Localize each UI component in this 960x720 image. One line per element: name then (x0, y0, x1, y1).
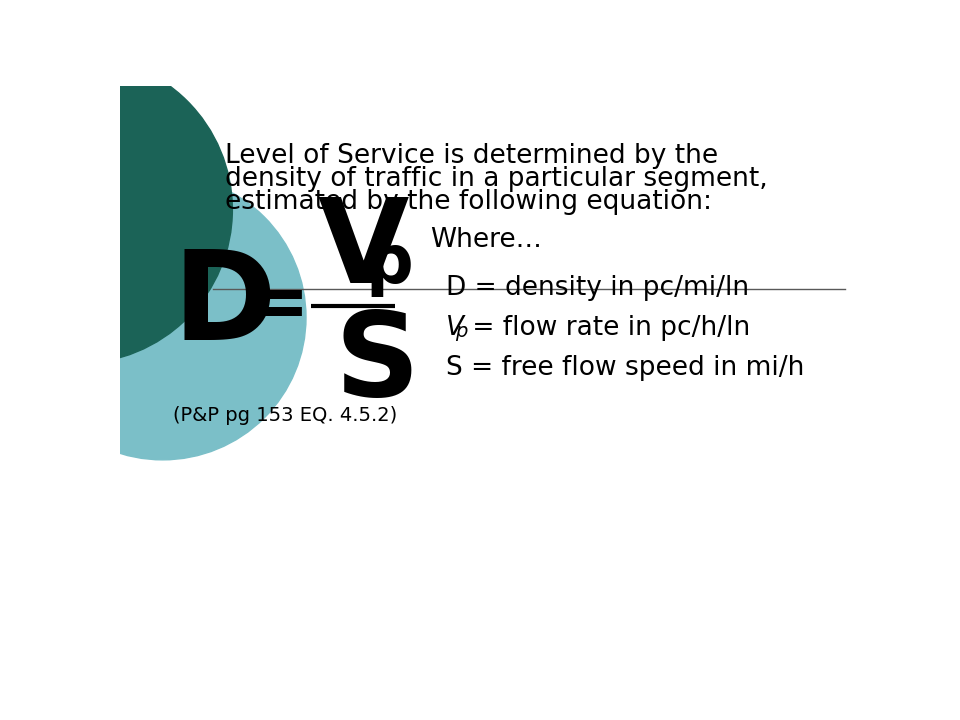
Text: estimated by the following equation:: estimated by the following equation: (225, 189, 711, 215)
Text: = flow rate in pc/h/ln: = flow rate in pc/h/ln (464, 315, 751, 341)
Circle shape (0, 55, 232, 364)
Circle shape (19, 175, 306, 460)
Text: S: S (335, 306, 420, 421)
Text: (P&P pg 153 EQ. 4.5.2): (P&P pg 153 EQ. 4.5.2) (173, 407, 396, 426)
Text: p: p (366, 231, 414, 297)
Text: p: p (455, 322, 468, 341)
Text: V: V (318, 193, 409, 308)
Text: Where…: Where… (430, 228, 541, 253)
Text: Level of Service is determined by the: Level of Service is determined by the (225, 143, 718, 168)
Text: =: = (247, 269, 310, 343)
Text: D = density in pc/mi/ln: D = density in pc/mi/ln (445, 275, 749, 301)
Text: V: V (445, 315, 464, 341)
Text: S = free flow speed in mi/h: S = free flow speed in mi/h (445, 355, 804, 381)
Text: density of traffic in a particular segment,: density of traffic in a particular segme… (225, 166, 767, 192)
Text: D: D (173, 246, 276, 366)
